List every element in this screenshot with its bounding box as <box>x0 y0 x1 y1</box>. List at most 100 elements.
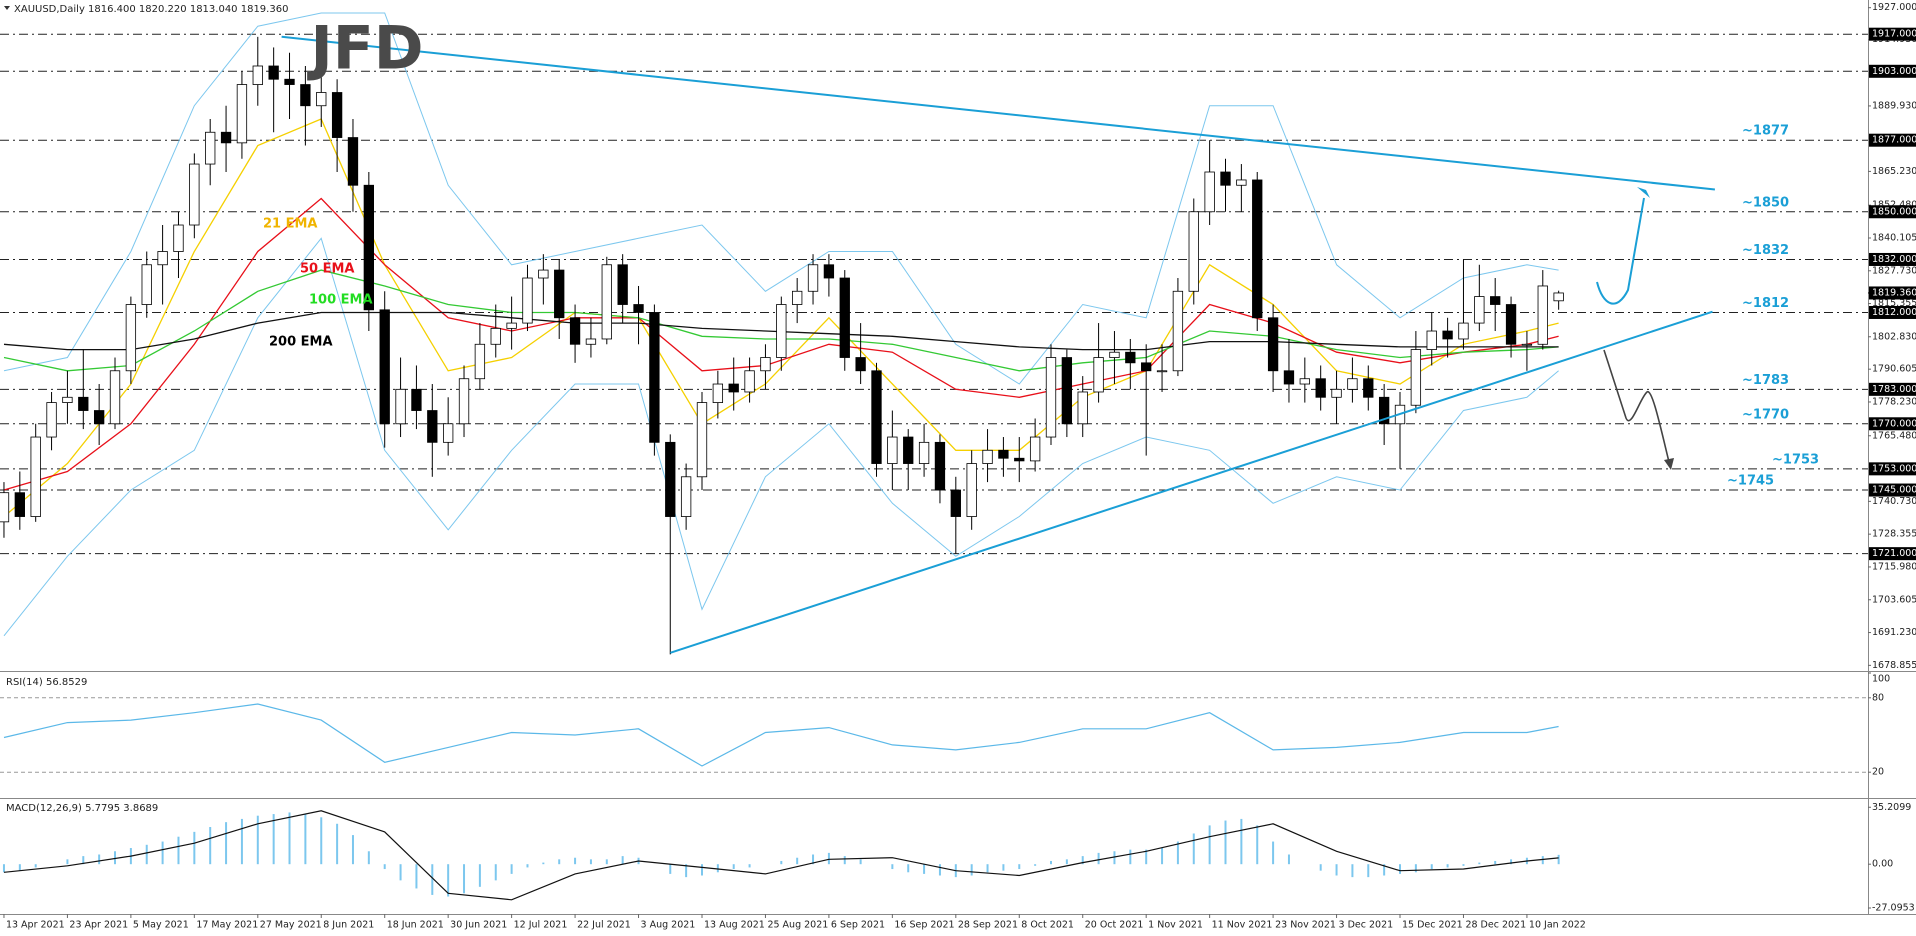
ema-label: 21 EMA <box>263 217 318 232</box>
y-tick-label: 1852.480 <box>1872 200 1916 211</box>
candle-body <box>1141 362 1152 372</box>
y-tick-label: 1815.355 <box>1872 298 1916 309</box>
candle-body <box>173 224 184 252</box>
y-tick-label: 1740.730 <box>1872 496 1916 507</box>
candle-body <box>1553 292 1564 302</box>
candle-body <box>1363 378 1374 398</box>
candle-body <box>966 463 977 517</box>
candle-body <box>1442 330 1453 340</box>
x-tick-label: 3 Dec 2021 <box>1339 920 1394 931</box>
x-tick-label: 3 Aug 2021 <box>641 920 696 931</box>
level-label-box <box>1869 462 1916 476</box>
x-tick-label: 30 Jun 2021 <box>450 920 507 931</box>
candle-body <box>633 304 644 313</box>
level-label: 1903.000 <box>1872 66 1916 77</box>
candle-body <box>744 370 755 393</box>
ema-label: 200 EMA <box>269 335 333 350</box>
candle-body <box>522 277 533 324</box>
rsi-tick-label: 20 <box>1872 767 1884 778</box>
candle-body <box>236 84 248 144</box>
level-label: 1832.000 <box>1872 254 1916 265</box>
candle-body <box>125 304 137 372</box>
candle-body <box>1474 296 1485 324</box>
candle-body <box>554 269 565 319</box>
candle-body <box>443 423 454 443</box>
candle-body <box>220 131 232 144</box>
candle-body <box>1236 179 1247 186</box>
candle-body <box>474 343 486 380</box>
y-tick-label: 1691.230 <box>1872 627 1916 638</box>
y-tick-label: 1802.830 <box>1872 331 1916 342</box>
level-annotation: ~1770 <box>1742 407 1789 422</box>
x-tick-label: 20 Oct 2021 <box>1085 920 1144 931</box>
trendline <box>281 35 1716 191</box>
candle-body <box>252 65 263 85</box>
candle-body <box>1029 436 1041 462</box>
x-tick-label: 16 Sep 2021 <box>894 920 954 931</box>
current-price-label: 1819.360 <box>1872 287 1916 298</box>
candle-body <box>458 378 470 425</box>
candle-body <box>760 357 771 372</box>
candle-body <box>1045 357 1057 438</box>
level-label-box <box>1869 382 1916 396</box>
y-tick-label: 1728.355 <box>1872 529 1916 540</box>
level-annotation: ~1850 <box>1742 195 1789 210</box>
macd-title: MACD(12,26,9) 5.7795 3.8689 <box>6 803 158 814</box>
bullish-scenario-arrow <box>1596 197 1645 305</box>
y-tick-label: 1778.230 <box>1872 396 1916 407</box>
marks-layer <box>0 12 1716 901</box>
candle-body <box>665 441 676 517</box>
candle-body <box>855 357 866 372</box>
x-tick-label: 23 Nov 2021 <box>1275 920 1336 931</box>
candle-body <box>1014 457 1025 462</box>
candle-body <box>379 309 390 425</box>
candle-body <box>538 269 549 279</box>
level-annotation: ~1783 <box>1742 373 1789 388</box>
macd-tick-label: -27.0953 <box>1872 903 1915 914</box>
ema-label: 100 EMA <box>309 293 373 308</box>
candle-body <box>268 65 279 80</box>
candle-body <box>0 492 10 523</box>
candle-body <box>601 264 612 340</box>
candle-body <box>189 163 200 226</box>
candle-body <box>887 436 898 464</box>
x-tick-label: 11 Nov 2021 <box>1212 920 1273 931</box>
candle-body <box>1093 357 1104 393</box>
candle-body <box>712 383 724 403</box>
candle-body <box>585 338 597 345</box>
candle-body <box>998 449 1009 459</box>
candle-body <box>1315 378 1326 398</box>
candle-body <box>1521 343 1533 346</box>
y-tick-label: 1790.605 <box>1872 364 1916 375</box>
x-tick-label: 5 May 2021 <box>133 920 189 931</box>
candle-body <box>776 304 787 358</box>
candle-body <box>839 277 850 358</box>
x-tick-label: 15 Dec 2021 <box>1402 920 1463 931</box>
x-tick-label: 25 Aug 2021 <box>767 920 828 931</box>
candle-body <box>62 396 73 403</box>
ema-line <box>3 311 1559 351</box>
candle-body <box>903 436 914 464</box>
candle-body <box>807 264 819 292</box>
symbol-menu-icon <box>4 6 10 10</box>
level-annotation: ~1832 <box>1742 243 1789 258</box>
candle-body <box>331 92 343 138</box>
chart-title: XAUUSD,Daily 1816.400 1820.220 1813.040 … <box>14 4 288 15</box>
level-label-box <box>1869 252 1916 266</box>
y-tick-label: 1765.480 <box>1872 430 1916 441</box>
candle-body <box>1299 378 1310 385</box>
candle-body <box>1125 351 1136 364</box>
candle-body <box>284 78 295 85</box>
candle-body <box>1267 317 1279 372</box>
y-tick-label: 1927.000 <box>1872 2 1916 13</box>
level-label-box <box>1869 305 1916 319</box>
x-tick-label: 1 Nov 2021 <box>1148 920 1203 931</box>
x-tick-label: 18 Jun 2021 <box>387 920 444 931</box>
candle-body <box>1061 357 1073 425</box>
arrowhead <box>1637 187 1650 198</box>
level-label: 1877.000 <box>1872 135 1916 146</box>
level-label-box <box>1869 27 1916 41</box>
candle-body <box>506 322 517 329</box>
level-label: 1850.000 <box>1872 206 1916 217</box>
